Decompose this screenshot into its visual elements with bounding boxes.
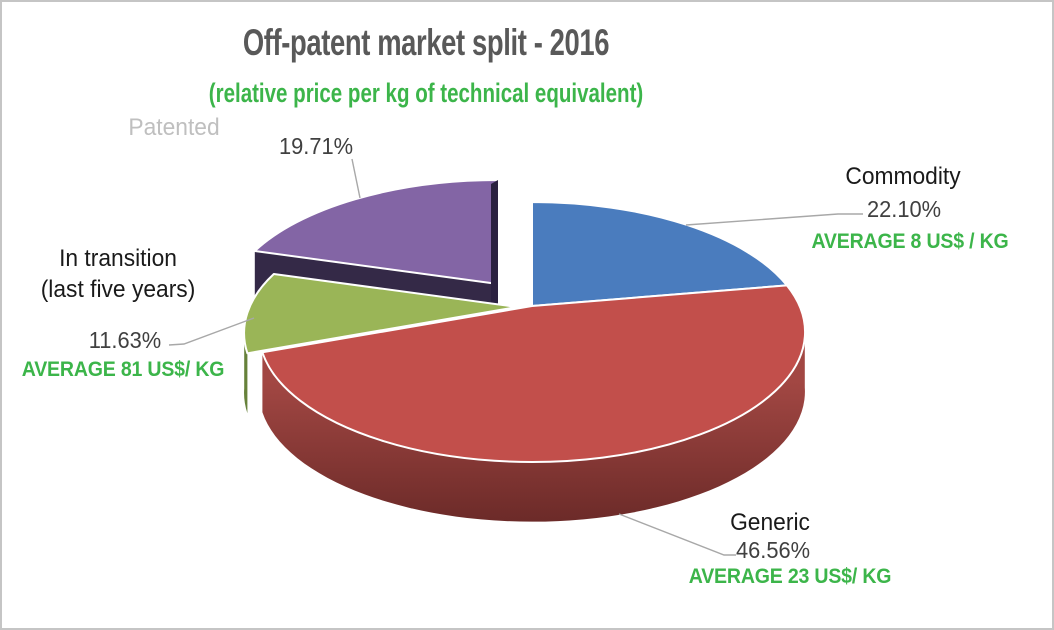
slice-label-in-transition: In transition (last five years) xyxy=(41,243,196,305)
slice-percent-generic: 46.56% xyxy=(735,537,811,563)
avg-price-in-transition: AVERAGE 81 US$/ KG xyxy=(21,358,225,381)
chart-title: Off-patent market split - 2016 xyxy=(242,22,610,63)
pie-slice-patented-edge-face[interactable] xyxy=(491,180,498,310)
slice-label-in-transition-line1: In transition xyxy=(59,245,177,272)
pie-slice-generic[interactable] xyxy=(261,284,807,464)
slice-label-commodity: Commodity xyxy=(845,163,961,190)
avg-price-generic: AVERAGE 23 US$/ KG xyxy=(688,565,892,588)
pie-slice-in-transition-side[interactable] xyxy=(244,328,248,414)
leader-line-commodity xyxy=(685,213,863,226)
slice-percent-commodity: 22.10% xyxy=(866,196,942,222)
pie-slice-generic-side[interactable] xyxy=(262,327,805,522)
avg-price-commodity: AVERAGE 8 US$ / KG xyxy=(811,230,1009,253)
chart-subtitle: (relative price per kg of technical equi… xyxy=(208,78,644,108)
slice-percent-in-transition: 11.63% xyxy=(88,327,162,353)
slice-label-in-transition-line2: (last five years) xyxy=(40,276,196,304)
leader-line-transition xyxy=(168,317,255,346)
leader-line-patented xyxy=(351,158,361,199)
pie-slice-patented[interactable] xyxy=(253,179,499,285)
slice-label-patented: Patented xyxy=(128,114,220,141)
leader-line-generic xyxy=(618,513,736,556)
slice-percent-patented: 19.71% xyxy=(278,133,354,159)
pie-slice-in-transition[interactable] xyxy=(243,273,518,355)
slice-label-generic: Generic xyxy=(730,509,810,536)
